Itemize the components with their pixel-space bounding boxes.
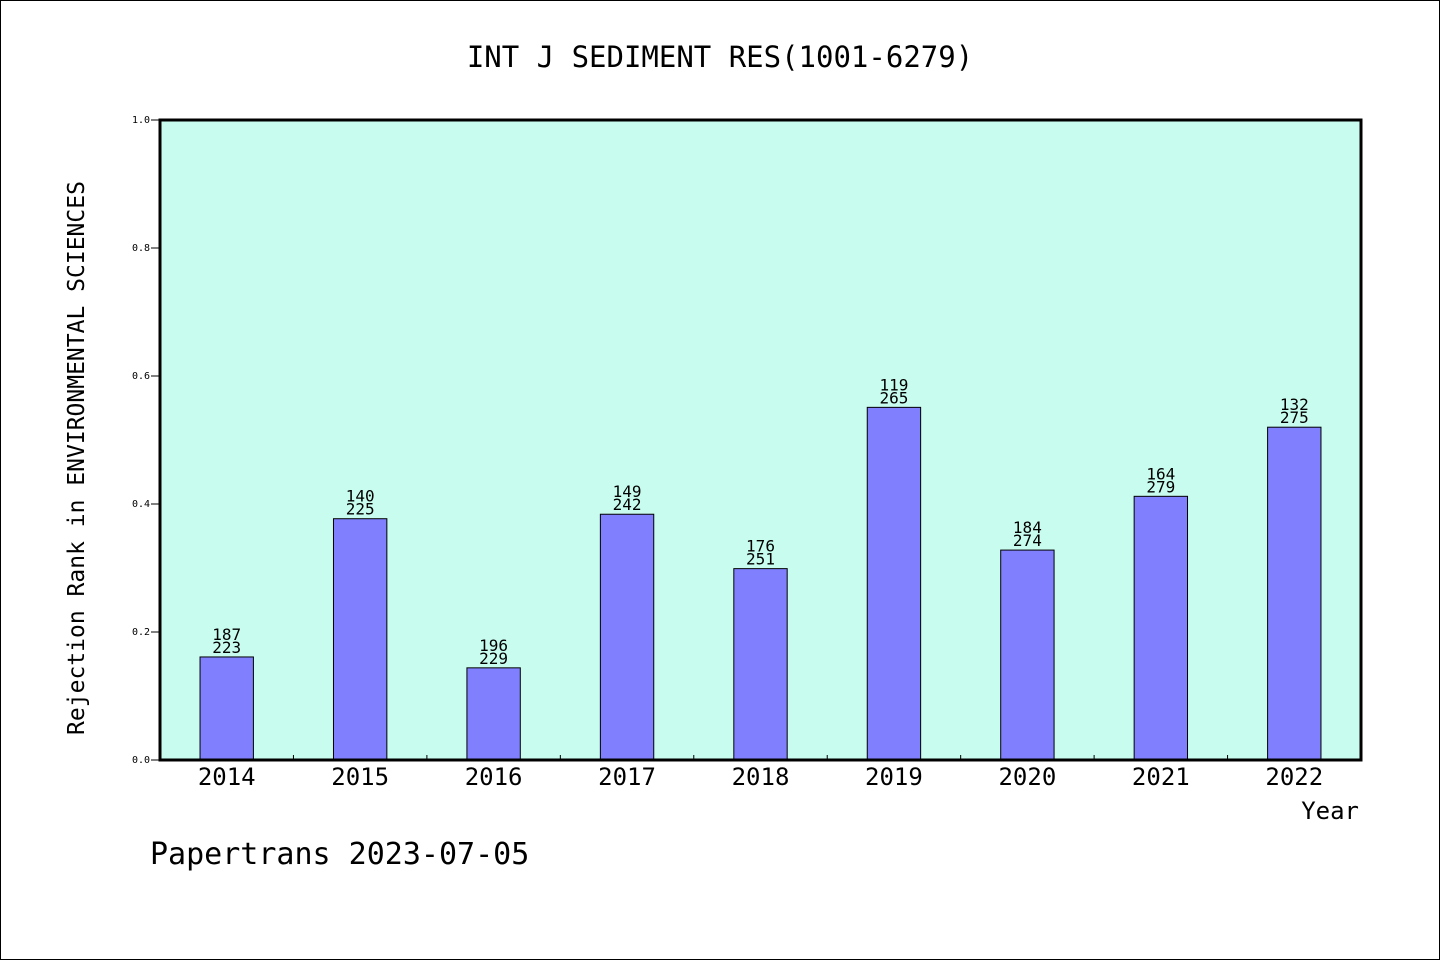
chart-title: INT J SEDIMENT RES(1001-6279) [467,40,973,74]
y-tick-label: 0.4 [132,499,150,510]
bar-label-bottom: 229 [479,649,508,668]
bar [1133,495,1189,761]
bar-label-bottom: 279 [1146,477,1175,496]
bar-label-top: 119 [879,375,908,394]
bar-label-top: 149 [613,482,642,501]
bar-label-top: 187 [212,625,241,644]
bar-label-bottom: 265 [879,388,908,407]
bar-label-top: 176 [746,537,775,556]
y-tick-label: 0.2 [132,627,150,638]
bars: 1872231402251962291492421762511192651842… [199,375,1322,761]
bar-label-bottom: 223 [212,638,241,657]
x-tick-label: 2020 [998,763,1056,791]
y-axis-label: Rejection Rank in ENVIRONMENTAL SCIENCES [64,181,90,735]
bar [733,568,788,761]
bar-label-top: 184 [1013,518,1042,537]
y-tick-label: 0.6 [132,371,150,382]
plot-border [158,118,1363,762]
bar-label-bottom: 275 [1280,408,1309,427]
x-tick-label: 2015 [331,763,389,791]
x-axis-label: Year [1301,797,1359,825]
x-tick-label: 2018 [732,763,790,791]
bar [866,406,922,761]
x-tick-label: 2017 [598,763,656,791]
x-tick-label: 2014 [198,763,256,791]
bar-label-bottom: 251 [746,550,775,569]
y-tick-label: 0.8 [132,243,150,254]
x-tick-label: 2022 [1265,763,1323,791]
y-axis: 0.0 0.2 0.4 0.6 0.8 1.0 [132,115,160,766]
footer-text: Papertrans 2023-07-05 [150,837,529,872]
bar-label-top: 140 [346,487,375,506]
bar [466,667,521,761]
bar-label-bottom: 242 [613,495,642,514]
bar-label-top: 196 [479,636,508,655]
x-tick-label: 2016 [465,763,523,791]
bar-label-bottom: 274 [1013,531,1042,550]
bar [599,513,655,761]
bar [1267,426,1322,761]
bar [1000,549,1055,761]
x-tick-label: 2021 [1132,763,1190,791]
bar [199,656,254,761]
bar-label-bottom: 225 [346,500,375,519]
bar-label-top: 164 [1146,464,1175,483]
bar-label-top: 132 [1280,395,1309,414]
x-axis: 2014 2015 2016 2017 2018 2019 2020 2021 2022 [198,755,1323,791]
y-tick-label: 0.0 [132,755,150,766]
x-tick-label: 2019 [865,763,923,791]
bar [332,518,388,761]
y-tick-label: 1.0 [132,115,150,126]
